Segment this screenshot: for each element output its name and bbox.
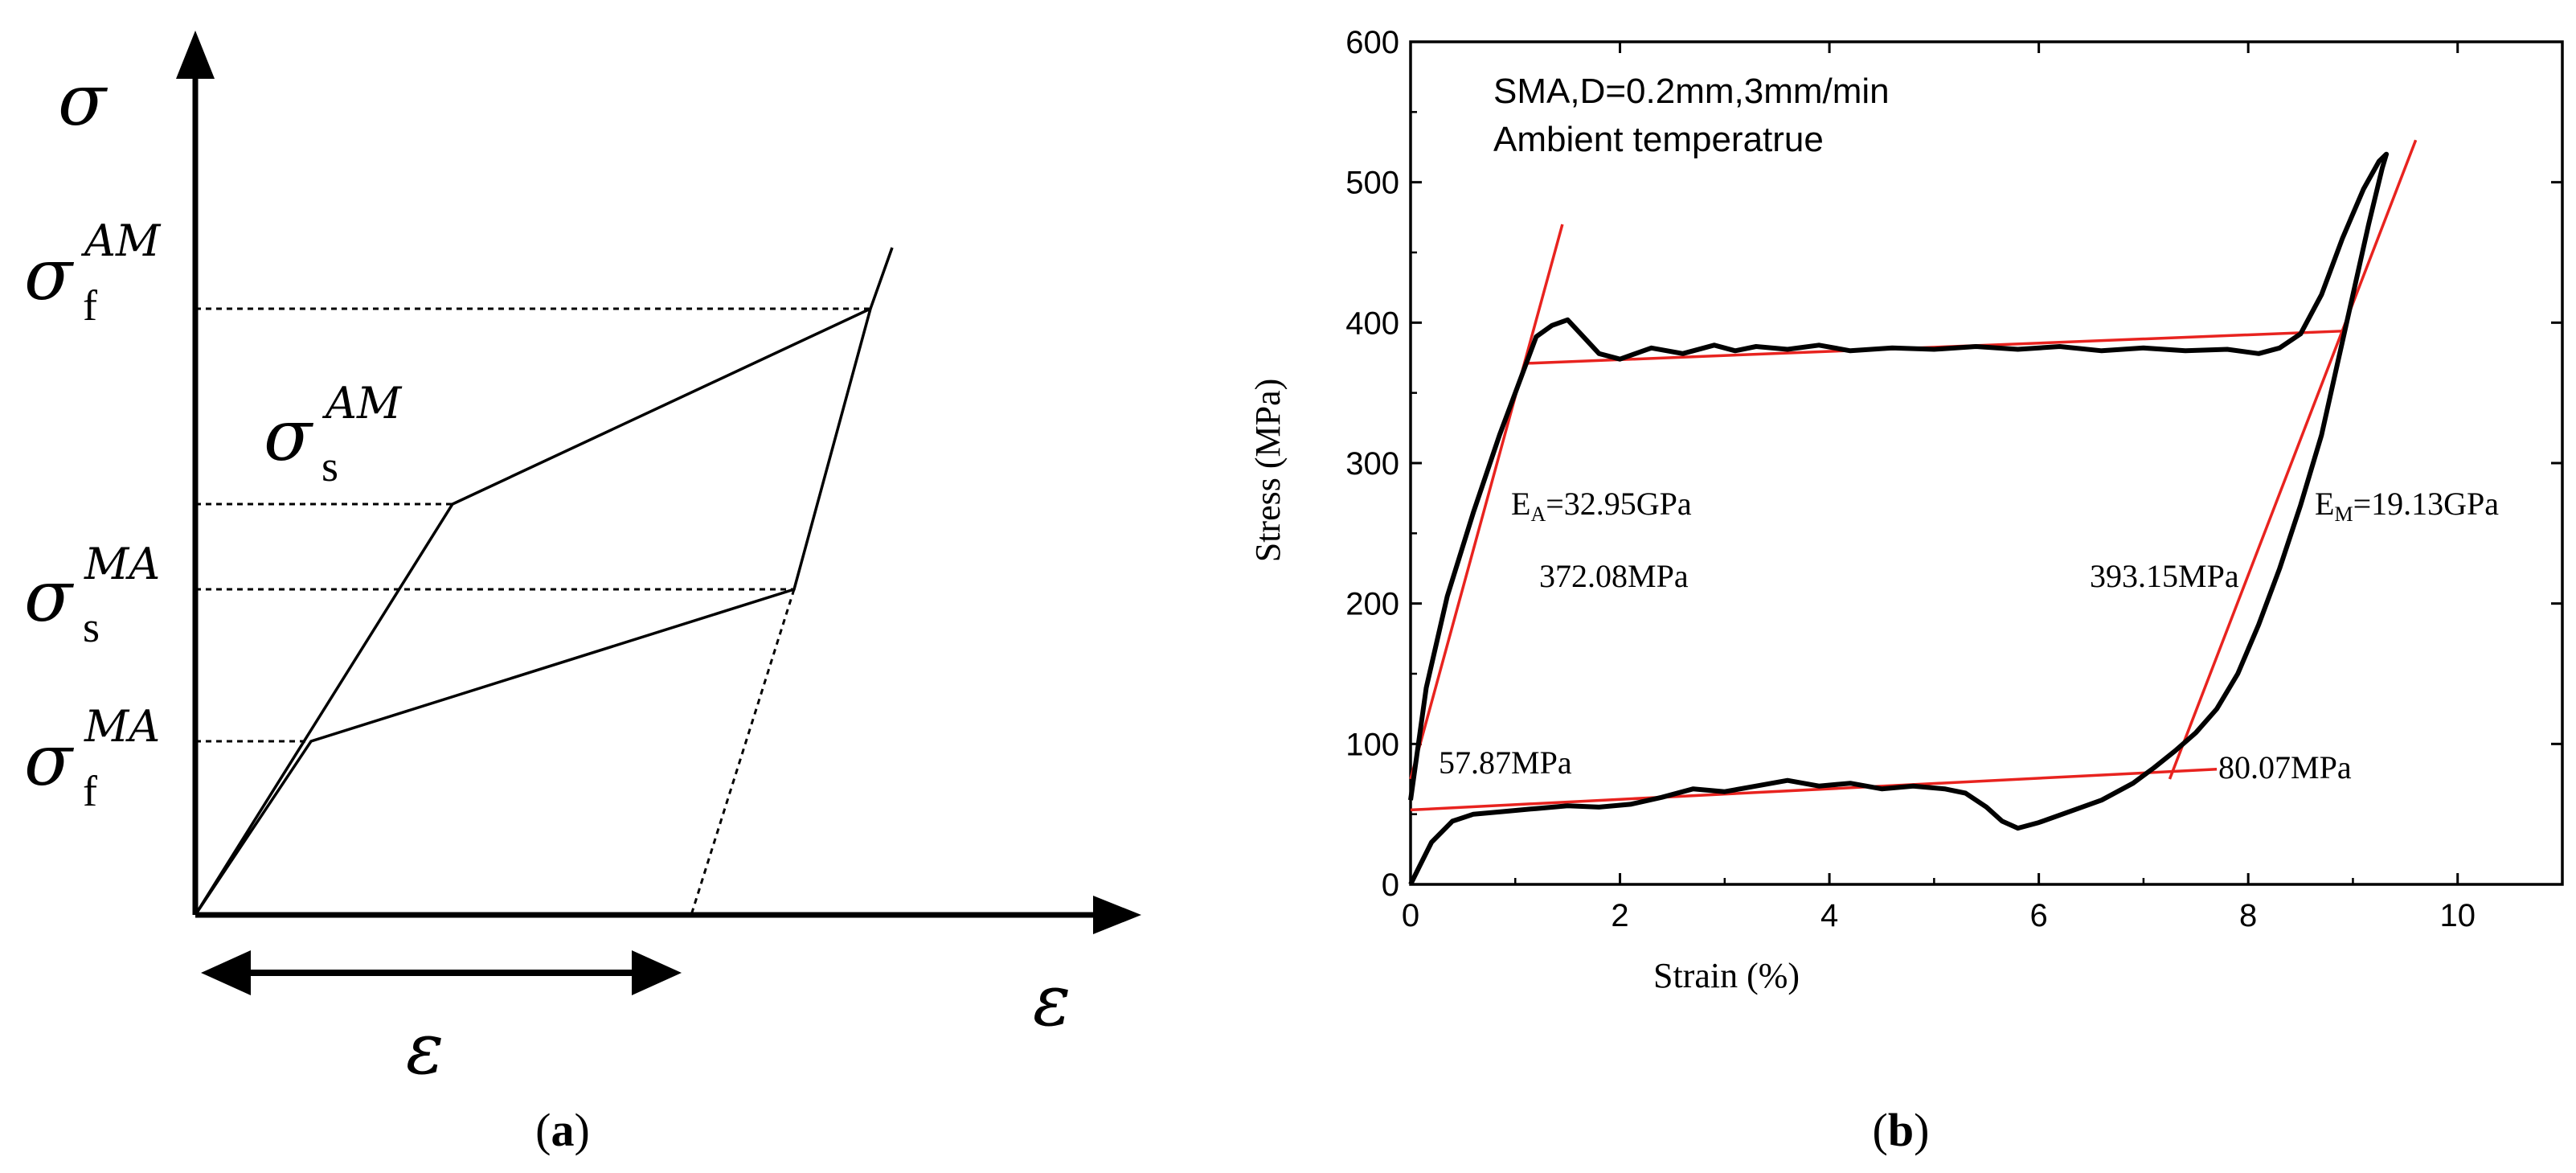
modulus-label-ea: EA=32.95GPa	[1511, 486, 1692, 526]
y-axis-sigma-label: σ	[58, 59, 109, 141]
panel-b-caption-letter: b	[1888, 1104, 1914, 1156]
sigma-symbol: σ	[24, 555, 75, 638]
panel-b-annotation-line-2: Ambient temperatrue	[1493, 120, 1824, 159]
panel-b-curve	[1408, 151, 2390, 886]
x-tick-label: 10	[2439, 898, 2476, 933]
y-tick-label: 100	[1345, 727, 1399, 762]
panel-b-x-axis-label: Strain (%)	[1653, 956, 1800, 995]
x-axis-arrowhead	[1093, 896, 1141, 934]
value-label-57: 57.87MPa	[1439, 744, 1572, 781]
fit-line	[1410, 768, 2218, 812]
panel-b-plot-frame	[1409, 40, 2564, 886]
strain-arrow-left-head	[201, 950, 251, 995]
unloading-dashed-line	[690, 589, 796, 916]
schematic-curve	[194, 247, 894, 916]
y-tick-label: 500	[1345, 166, 1399, 201]
panel-a-axes	[176, 31, 1141, 934]
panel-a-dashed-guides	[195, 307, 870, 916]
sigma-sub: f	[83, 767, 97, 815]
label-sigma-f-am: σ AM f	[24, 215, 162, 330]
x-tick-label: 8	[2239, 898, 2257, 933]
y-tick-label: 600	[1345, 25, 1399, 60]
stress-strain-curve	[1408, 151, 2390, 886]
panel-b-y-axis-label: Stress (MPa)	[1248, 379, 1288, 563]
x-tick-label: 6	[2030, 898, 2048, 933]
fit-line	[1409, 224, 1564, 780]
value-label-393: 393.15MPa	[2090, 558, 2239, 594]
y-axis-arrowhead	[176, 31, 215, 79]
panel-a: σ ε ε σ AM f σ AM s σ MA s σ MA f (a)	[24, 31, 1141, 1156]
sigma-symbol: σ	[24, 233, 75, 316]
sigma-sub: s	[83, 603, 100, 651]
strain-arrow-right-head	[632, 950, 682, 995]
sigma-sub: s	[321, 442, 338, 490]
panel-b-annotation-line-1: SMA,D=0.2mm,3mm/min	[1493, 72, 1890, 111]
panel-a-hysteresis-loop	[194, 247, 894, 916]
sigma-sup: MA	[84, 701, 160, 752]
y-tick-label: 300	[1345, 446, 1399, 482]
x-tick-label: 4	[1820, 898, 1838, 933]
label-sigma-s-ma: σ MA s	[24, 539, 160, 651]
label-sigma-s-am: σ AM s	[264, 378, 403, 490]
panel-a-caption-letter: a	[551, 1104, 575, 1156]
fit-line	[2168, 139, 2418, 780]
sigma-symbol: σ	[24, 719, 75, 802]
x-axis-epsilon-label: ε	[1033, 959, 1071, 1042]
label-sigma-f-ma: σ MA f	[24, 701, 160, 815]
panel-b-caption: (b)	[1873, 1104, 1930, 1156]
y-tick-label: 400	[1345, 306, 1399, 341]
y-tick-label: 200	[1345, 587, 1399, 622]
modulus-label-em: EM=19.13GPa	[2315, 486, 2499, 526]
panel-a-caption: (a)	[535, 1104, 590, 1156]
strain-range-arrow	[201, 950, 682, 995]
sigma-sup: AM	[321, 378, 403, 429]
panel-b-fit-lines	[1409, 139, 2418, 812]
x-tick-label: 2	[1611, 898, 1628, 933]
strain-arrow-epsilon-label: ε	[406, 1007, 444, 1090]
value-label-80: 80.07MPa	[2218, 749, 2352, 785]
y-tick-label: 0	[1382, 867, 1399, 903]
sigma-sup: MA	[84, 539, 160, 589]
sigma-sup: AM	[80, 215, 162, 266]
sigma-symbol: σ	[264, 394, 314, 477]
sigma-sub: f	[83, 281, 97, 330]
value-label-372: 372.08MPa	[1539, 558, 1689, 594]
x-tick-label: 0	[1402, 898, 1419, 933]
